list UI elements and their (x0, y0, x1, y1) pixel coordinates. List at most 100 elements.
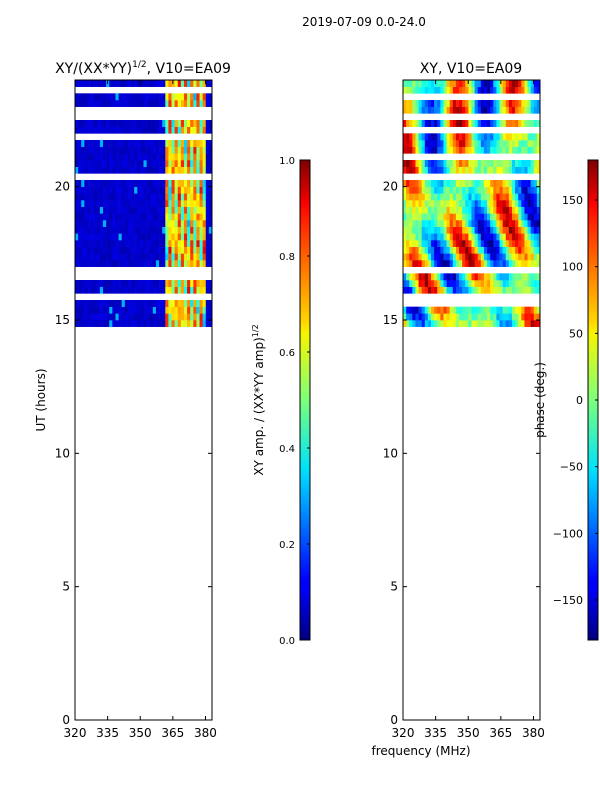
heatmap-cell (511, 273, 516, 281)
heatmap-cell (90, 180, 94, 187)
heatmap-cell (159, 286, 163, 294)
heatmap-cell (81, 193, 85, 201)
heatmap-cell (527, 186, 531, 194)
heatmap-cell (502, 240, 507, 247)
heatmap-cell (137, 206, 141, 214)
heatmap-cell (137, 126, 141, 134)
heatmap-cell (403, 193, 407, 201)
heatmap-cell (443, 246, 447, 254)
heatmap-cell (196, 193, 200, 201)
colorbar-tick-label: 100 (562, 261, 583, 274)
heatmap-cell (159, 300, 163, 307)
heatmap-cell (81, 146, 85, 154)
heatmap-cell (205, 126, 210, 134)
heatmap-cell (96, 260, 101, 267)
heatmap-cell (152, 253, 157, 261)
heatmap-cell (165, 313, 169, 321)
heatmap-cell (434, 280, 438, 287)
x-tick-label: 365 (489, 726, 512, 740)
heatmap-cell (427, 240, 432, 247)
heatmap-cell (443, 200, 447, 207)
heatmap-cell (480, 320, 485, 327)
heatmap-cell (499, 226, 503, 234)
heatmap-cell (459, 206, 463, 214)
heatmap-cell (96, 320, 101, 327)
heatmap-cell (174, 100, 179, 107)
heatmap-cell (515, 273, 519, 281)
heatmap-cell (131, 160, 135, 167)
heatmap-cell (143, 300, 147, 307)
heatmap-cell (530, 313, 535, 321)
heatmap-cell (471, 120, 475, 127)
heatmap-cell (452, 260, 457, 267)
heatmap-cell (99, 226, 104, 234)
heatmap-cell (524, 100, 528, 107)
heatmap-cell (468, 180, 472, 187)
heatmap-cell (452, 280, 457, 287)
heatmap-cell (155, 80, 160, 87)
heatmap-cell (106, 140, 110, 147)
heatmap-cell (127, 140, 132, 147)
heatmap-cell (109, 120, 113, 127)
heatmap-cell (196, 286, 200, 294)
heatmap-cell (459, 320, 463, 327)
heatmap-cell (90, 186, 94, 194)
heatmap-cell (193, 200, 197, 207)
heatmap-cell (502, 160, 507, 167)
heatmap-cell (440, 320, 444, 327)
heatmap-cell (177, 206, 182, 214)
heatmap-cell (121, 193, 126, 201)
heatmap-cell (115, 233, 119, 241)
heatmap-cell (527, 86, 531, 94)
heatmap-cell (524, 240, 528, 247)
heatmap-cell (202, 233, 207, 241)
heatmap-cell (518, 200, 522, 207)
heatmap-cell (81, 320, 85, 327)
heatmap-cell (459, 200, 463, 207)
heatmap-cell (193, 100, 197, 107)
heatmap-cell (84, 246, 88, 254)
heatmap-cell (412, 146, 416, 154)
heatmap-cell (96, 186, 101, 194)
heatmap-cell (462, 193, 466, 201)
heatmap-cell (424, 160, 429, 167)
heatmap-cell (533, 160, 538, 167)
heatmap-cell (490, 80, 494, 87)
heatmap-cell (505, 246, 510, 254)
heatmap-cell (187, 286, 191, 294)
heatmap-cell (449, 260, 454, 267)
heatmap-cell (106, 153, 110, 161)
heatmap-cell (437, 306, 441, 314)
heatmap-cell (134, 146, 138, 154)
heatmap-cell (496, 320, 500, 327)
heatmap-cell (90, 233, 94, 241)
heatmap-cell (149, 213, 154, 221)
heatmap-cell (118, 240, 122, 247)
heatmap-cell (78, 186, 82, 194)
heatmap-cell (131, 186, 135, 194)
heatmap-cell (508, 160, 513, 167)
heatmap-cell (134, 160, 138, 167)
heatmap-cell (168, 246, 172, 254)
heatmap-cell (521, 246, 525, 254)
heatmap-cell (412, 200, 416, 207)
heatmap-cell (137, 93, 141, 101)
heatmap-cell (465, 186, 469, 194)
heatmap-cell (446, 320, 450, 327)
heatmap-cell (527, 313, 531, 321)
heatmap-cell (508, 286, 513, 294)
heatmap-cell (193, 193, 197, 201)
heatmap-cell (121, 240, 126, 247)
heatmap-cell (437, 200, 441, 207)
heatmap-cell (205, 220, 210, 227)
heatmap-cell (146, 186, 151, 194)
heatmap-cell (505, 200, 510, 207)
heatmap-cell (124, 180, 129, 187)
heatmap-cell (159, 180, 163, 187)
heatmap-cell (455, 320, 460, 327)
heatmap-cell (459, 246, 463, 254)
heatmap-cell (205, 140, 210, 147)
heatmap-cell (527, 160, 531, 167)
heatmap-cell (202, 300, 207, 307)
